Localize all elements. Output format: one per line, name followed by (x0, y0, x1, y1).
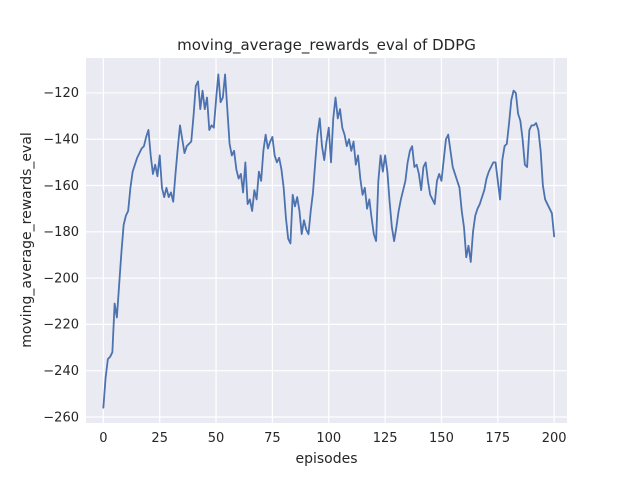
y-tick-label: −160 (43, 179, 79, 194)
y-tick-label: −180 (43, 225, 79, 240)
y-tick-label: −240 (43, 364, 79, 379)
y-tick-label: −120 (43, 86, 79, 101)
data-line-moving_average_rewards_eval (102, 73, 556, 409)
y-tick-label: −260 (43, 410, 79, 425)
x-tick-label: 150 (429, 431, 454, 446)
x-tick-label: 175 (485, 431, 510, 446)
y-tick-label: −200 (43, 271, 79, 286)
y-tick-label: −220 (43, 318, 79, 333)
axes-background (86, 58, 567, 423)
x-tick-label: 200 (542, 431, 567, 446)
x-tick-label: 125 (373, 431, 398, 446)
y-tick-label: −140 (43, 133, 79, 148)
x-tick-label: 75 (264, 431, 281, 446)
x-tick-label: 0 (99, 431, 107, 446)
x-tick-label: 25 (151, 431, 168, 446)
x-tick-label: 100 (316, 431, 341, 446)
x-tick-label: 50 (208, 431, 225, 446)
x-axis-label: episodes (295, 451, 358, 467)
chart-title: moving_average_rewards_eval of DDPG (177, 36, 476, 54)
